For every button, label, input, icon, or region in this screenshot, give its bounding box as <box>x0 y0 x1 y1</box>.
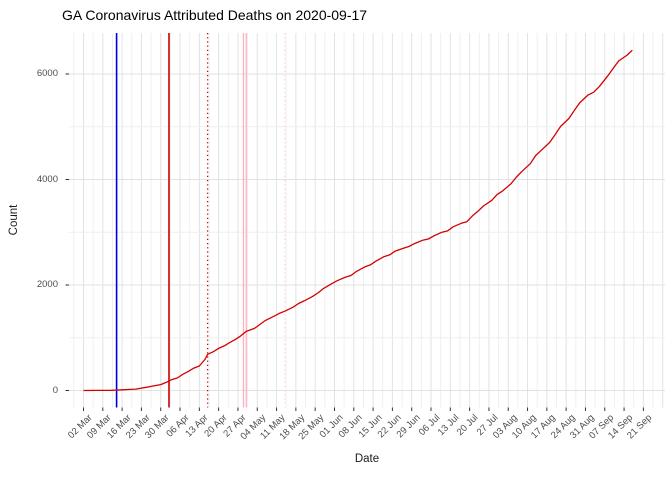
y-tick-label: 4000 <box>36 173 58 185</box>
y-tick-label: 6000 <box>36 68 58 79</box>
y-tick-label: 2000 <box>36 279 58 290</box>
cumulative-deaths-line <box>83 49 633 392</box>
x-axis-title: Date <box>354 453 380 465</box>
y-axis-title: Count <box>8 204 20 236</box>
chart-title: GA Coronavirus Attributed Deaths on 2020… <box>62 7 368 23</box>
y-tick-label: 0 <box>52 384 58 396</box>
